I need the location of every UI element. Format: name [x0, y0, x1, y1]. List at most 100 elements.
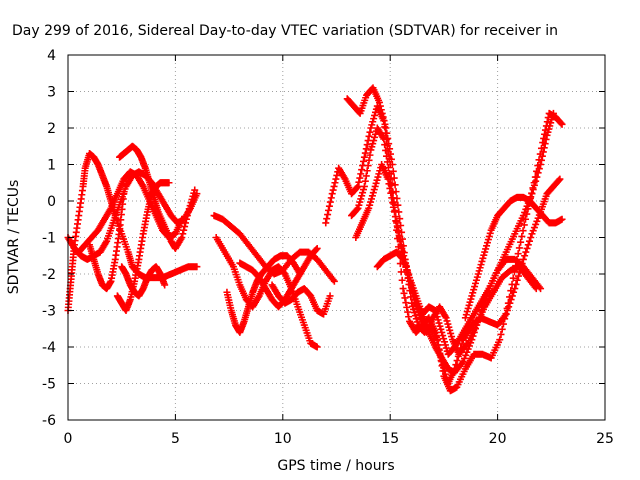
- data-point: [178, 234, 186, 241]
- data-point-fill: [325, 206, 333, 214]
- data-point-fill: [383, 158, 391, 166]
- data-point-fill: [479, 303, 487, 311]
- x-tick-label: 20: [489, 431, 507, 447]
- data-point-fill: [523, 244, 531, 252]
- data-point-fill: [394, 227, 402, 235]
- data-point-fill: [521, 252, 529, 260]
- tick-labels-layer: 0 5 10 15 20 25 -6 -5 -4 -3 -2 -1 0 1 2 3 4: [42, 48, 614, 447]
- data-series-10: [223, 252, 304, 336]
- data-point-fill: [377, 106, 385, 114]
- data-point: [328, 190, 336, 198]
- data-series-7: [118, 263, 169, 300]
- data-point-fill: [514, 272, 522, 280]
- data-point-fill: [473, 321, 481, 329]
- data-point-fill: [382, 146, 390, 154]
- data-point-fill: [529, 186, 537, 194]
- data-point: [390, 208, 398, 216]
- data-point-fill: [353, 205, 361, 213]
- data-point-fill: [360, 157, 368, 165]
- data-point-fill: [358, 166, 366, 174]
- data-point-fill: [365, 132, 373, 140]
- data-point-fill: [363, 141, 371, 149]
- data-point-fill: [519, 227, 527, 235]
- data-point-fill: [383, 129, 391, 137]
- data-point-fill: [361, 177, 369, 185]
- ticks-layer: [67, 54, 606, 421]
- data-point-fill: [517, 238, 525, 246]
- data-point-fill: [527, 234, 535, 241]
- data-point-fill: [474, 317, 482, 325]
- data-point-fill: [470, 328, 478, 336]
- data-point: [537, 161, 545, 168]
- data-point-fill: [502, 310, 510, 318]
- data-point: [322, 219, 330, 227]
- data-series-18: [461, 193, 566, 322]
- data-point: [519, 255, 527, 263]
- data-point-fill: [403, 303, 411, 311]
- data-point-fill: [365, 156, 373, 164]
- data-point-fill: [484, 288, 492, 296]
- data-point-fill: [385, 140, 393, 148]
- data-point-fill: [530, 181, 538, 189]
- data-point: [397, 241, 405, 249]
- data-point-fill: [181, 223, 189, 231]
- data-point-fill: [541, 140, 549, 148]
- data-point-fill: [513, 276, 521, 284]
- chart-title: Day 299 of 2016, Sidereal Day-to-day VTE…: [12, 23, 558, 39]
- data-point-fill: [182, 215, 190, 223]
- data-point-fill: [538, 152, 546, 160]
- y-tick-label: -3: [42, 304, 56, 320]
- data-series-4: [85, 190, 128, 293]
- data-point: [388, 161, 396, 168]
- data-point-fill: [469, 332, 477, 340]
- data-point-fill: [389, 199, 397, 207]
- data-point-fill: [539, 148, 547, 156]
- y-tick-label: -4: [42, 340, 56, 356]
- data-point: [191, 186, 199, 194]
- data-point-fill: [501, 315, 509, 323]
- data-point-fill: [543, 118, 551, 126]
- data-point-fill: [353, 183, 361, 191]
- data-point-fill: [394, 201, 402, 209]
- data-point-fill: [540, 144, 548, 152]
- data-point-fill: [362, 172, 370, 180]
- data-point: [528, 190, 536, 198]
- data-point-fill: [439, 367, 447, 375]
- y-tick-label: -6: [42, 413, 56, 429]
- data-point-fill: [387, 189, 395, 197]
- data-point-fill: [366, 128, 374, 136]
- data-point-fill: [180, 226, 188, 234]
- y-axis-label: SDTVAR / TECUs: [6, 180, 22, 295]
- data-point-fill: [398, 244, 406, 252]
- data-point-fill: [386, 184, 394, 192]
- data-point-fill: [357, 170, 365, 178]
- data-point-fill: [509, 274, 517, 282]
- data-point: [433, 336, 441, 344]
- data-point-fill: [390, 203, 398, 211]
- data-point-fill: [398, 276, 406, 284]
- data-point-fill: [361, 149, 369, 157]
- data-point-fill: [395, 231, 403, 239]
- data-point-fill: [475, 314, 483, 322]
- data-point: [360, 153, 368, 161]
- data-point: [193, 263, 201, 271]
- data-point-fill: [362, 145, 370, 153]
- data-point: [558, 120, 566, 128]
- data-point-fill: [179, 230, 187, 238]
- data-point-fill: [183, 212, 191, 220]
- data-point-fill: [381, 141, 389, 149]
- data-point-fill: [182, 219, 190, 227]
- y-tick-label: 2: [47, 121, 56, 137]
- data-point-fill: [384, 164, 392, 172]
- data-point-fill: [331, 179, 339, 187]
- data-point-fill: [392, 217, 400, 225]
- data-point-fill: [386, 145, 394, 153]
- x-axis-label: GPS time / hours: [277, 458, 394, 474]
- data-point: [468, 336, 476, 344]
- data-point-fill: [483, 292, 491, 300]
- data-point: [375, 98, 383, 106]
- y-tick-label: -2: [42, 267, 56, 283]
- data-point-fill: [355, 178, 363, 186]
- data-point-fill: [376, 102, 384, 110]
